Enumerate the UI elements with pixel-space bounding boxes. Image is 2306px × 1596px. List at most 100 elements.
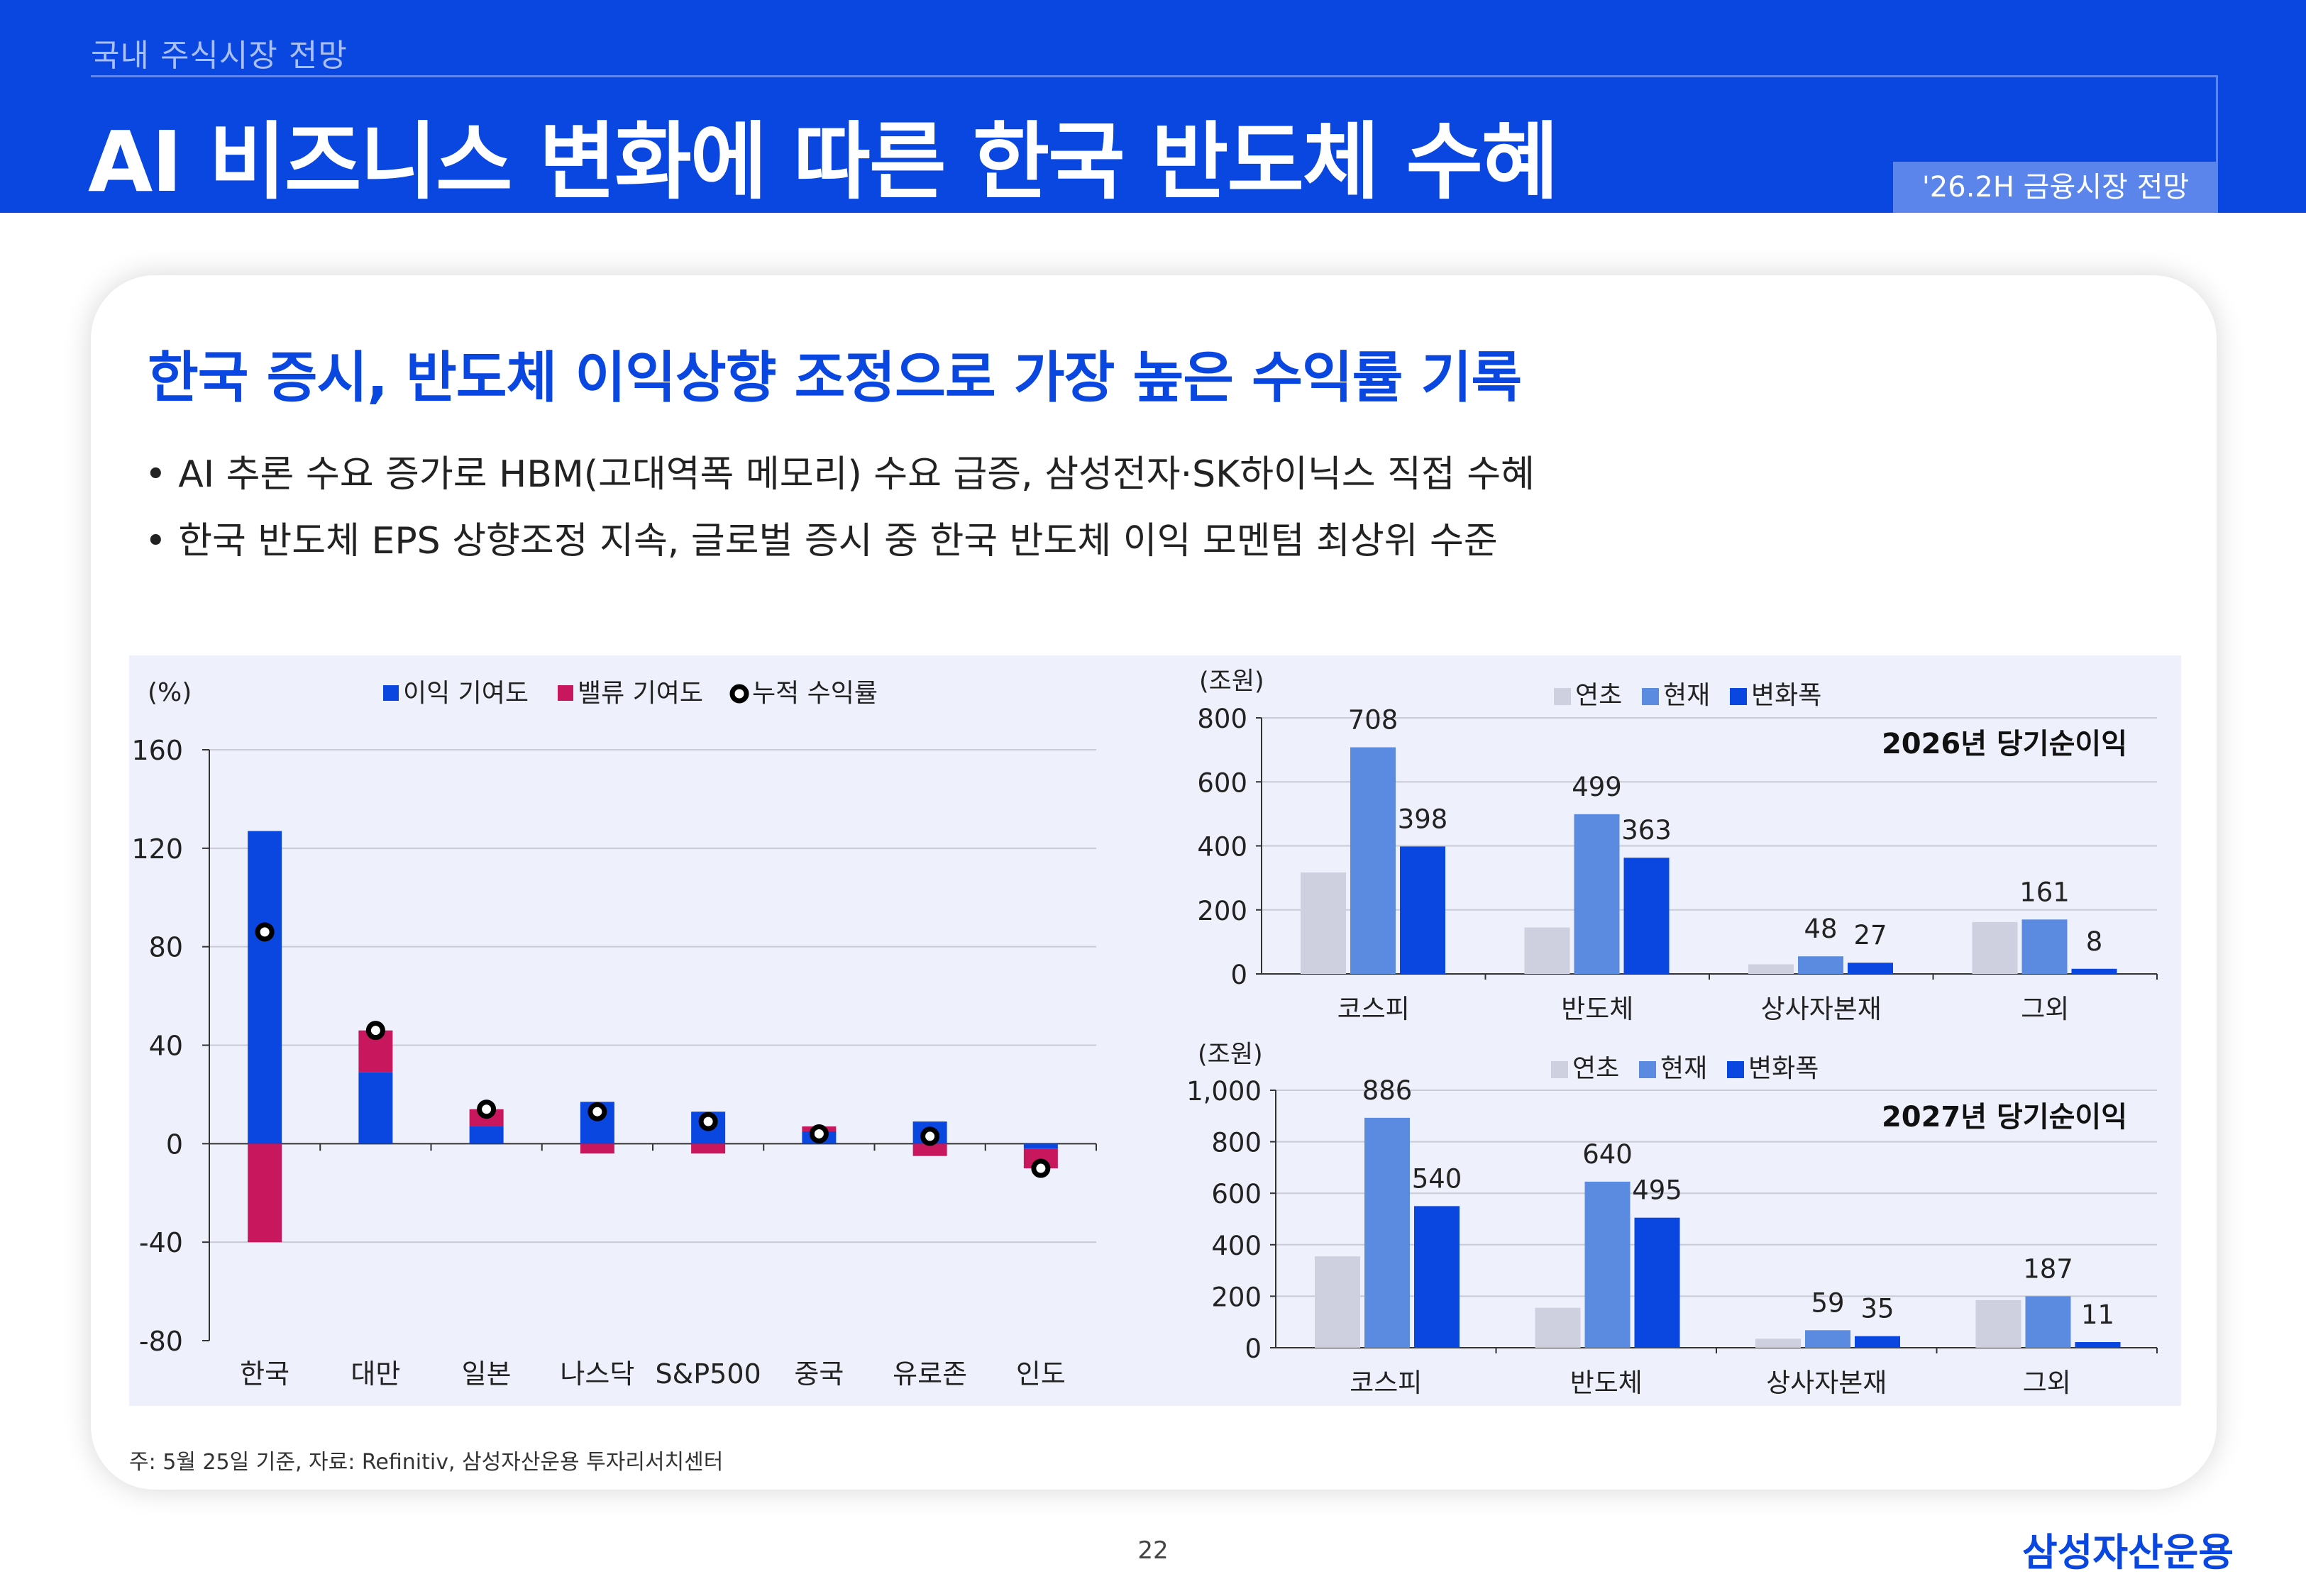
page-number: 22 [1137,1536,1169,1565]
start-bar [1748,964,1794,974]
y-tick-label: 800 [1211,1128,1262,1158]
y-tick-label: 40 [149,1031,183,1062]
data-label-current: 48 [1804,914,1837,944]
y-tick-label: 600 [1197,767,1247,798]
y-tick-label: 160 [131,735,183,766]
data-label-current: 640 [1582,1139,1633,1170]
chart-title: 2026년 당기순이익 [1882,728,2127,760]
x-tick-label: 코스피 [1350,1368,1422,1398]
data-label-change: 363 [1621,815,1672,846]
y-tick-label: 0 [1230,960,1247,990]
bullet-point-1: • AI 추론 수요 증가로 HBM(고대역폭 메모리) 수요 급증, 삼성전자… [145,453,1535,496]
cumulative-return-marker [587,1102,607,1121]
change-bar [2075,1342,2121,1348]
x-tick-label: 나스닥 [560,1358,634,1390]
y-tick-label: 0 [1245,1334,1262,1364]
data-label-current: 187 [2023,1253,2073,1284]
section-label: 국내 주식시장 전망 [91,38,348,74]
legend-label: 변화폭 [1748,1054,1819,1083]
cumulative-return-marker [1031,1158,1051,1178]
current-bar [1574,814,1620,974]
bullet-point-2: • 한국 반도체 EPS 상향조정 지속, 글로벌 증시 중 한국 반도체 이익… [145,520,1498,563]
legend-swatch-current [1639,1061,1656,1078]
change-bar [1623,858,1670,974]
cumulative-return-marker [365,1021,385,1041]
y-tick-label: 200 [1197,896,1247,926]
data-label-current: 499 [1572,772,1622,802]
y-tick-label: 120 [131,833,183,865]
x-tick-label: 대만 [351,1358,400,1390]
data-label-change: 27 [1853,920,1887,951]
legend-label: 현재 [1663,681,1710,710]
data-label-current: 708 [1348,705,1399,736]
earnings-bar [1023,1143,1058,1149]
change-bar [2071,968,2117,974]
cumulative-return-marker [255,922,275,942]
legend-swatch-start [1551,1061,1568,1078]
legend-marker-cumulative [729,684,749,704]
change-bar [1855,1336,1900,1348]
x-tick-label: 유로존 [893,1358,967,1390]
data-label-current: 886 [1362,1075,1413,1106]
y-tick-label: -80 [139,1326,183,1357]
x-tick-label: 일본 [462,1358,512,1390]
y-tick-label: 1,000 [1186,1076,1262,1107]
chart-panel [129,655,2181,1406]
legend-label: 현재 [1660,1054,1707,1083]
earnings-bar [469,1126,504,1144]
page-title: AI 비즈니스 변화에 따른 한국 반도체 수혜 [88,113,1559,211]
header-divider [91,75,2218,77]
data-label-change: 540 [1412,1163,1462,1194]
change-bar [1848,963,1893,974]
cumulative-return-marker [809,1124,829,1143]
change-bar [1634,1217,1680,1348]
y-tick-label: 800 [1197,704,1247,734]
x-tick-label: 상사자본재 [1761,994,1882,1024]
legend-swatch-valuation [558,685,573,701]
legend-label: 연초 [1572,1054,1619,1083]
company-logo: 삼성자산운용 [2022,1530,2234,1575]
current-bar [1805,1330,1850,1348]
legend-swatch-current [1642,688,1659,705]
start-bar [1975,1299,2021,1348]
x-tick-label: 그외 [2021,994,2069,1024]
cumulative-return-marker [477,1099,497,1119]
y-tick-label: 600 [1211,1179,1262,1209]
start-bar [1524,927,1570,974]
y-tick-label: 400 [1197,832,1247,863]
legend-swatch-start [1554,688,1571,705]
current-bar [1584,1181,1631,1348]
x-tick-label: 그외 [2023,1368,2071,1398]
current-bar [2021,919,2068,974]
legend-label: 이익 기여도 [403,679,529,708]
valuation-bar [691,1143,726,1154]
current-bar [1798,956,1843,974]
y-unit-label: (조원) [1198,1041,1263,1069]
legend-swatch-change [1730,688,1747,705]
cumulative-return-marker [698,1112,718,1131]
header-divider-vertical [2216,75,2218,164]
current-bar [1364,1117,1410,1348]
data-label-change: 495 [1632,1175,1682,1206]
data-label-current: 59 [1811,1287,1844,1318]
x-tick-label: 반도체 [1561,994,1633,1024]
earnings-bar [358,1072,393,1144]
headline: 한국 증시, 반도체 이익상향 조정으로 가장 높은 수익률 기록 [148,346,1522,410]
legend-label: 연초 [1575,681,1622,710]
legend-swatch-change [1727,1061,1744,1078]
x-tick-label: 한국 [240,1358,289,1390]
current-bar [1350,747,1396,974]
y-unit-label: (조원) [1199,667,1264,696]
data-label-change: 8 [2086,926,2103,957]
start-bar [1755,1339,1801,1348]
x-tick-label: 코스피 [1337,994,1410,1024]
y-tick-label: -40 [139,1227,183,1258]
valuation-bar [580,1143,614,1154]
y-tick-label: 80 [149,932,183,963]
x-tick-label: 중국 [794,1358,844,1390]
data-label-change: 35 [1860,1294,1894,1324]
y-unit-label: (%) [148,678,192,707]
start-bar [1972,921,2018,974]
valuation-bar [912,1143,947,1156]
